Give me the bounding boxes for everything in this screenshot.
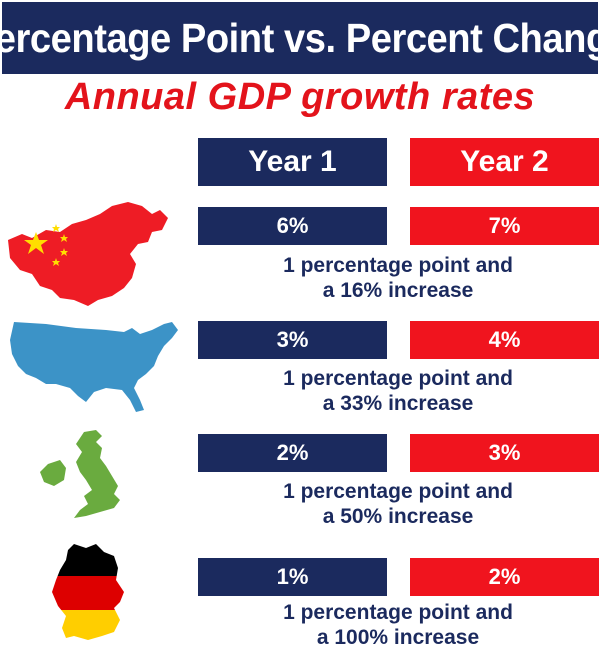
year2-value-usa: 4% — [410, 321, 599, 359]
caption-line2: a 33% increase — [322, 392, 474, 415]
year1-value-germany: 1% — [198, 558, 387, 596]
caption-line1: 1 percentage point and — [283, 601, 513, 624]
china-map-icon — [8, 202, 168, 306]
year2-header: Year 2 — [410, 138, 599, 186]
year1-value-usa: 3% — [198, 321, 387, 359]
caption-line2: a 100% increase — [316, 626, 480, 649]
caption-line2: a 16% increase — [322, 279, 474, 302]
usa-map-icon — [10, 322, 178, 412]
caption-line1: 1 percentage point and — [283, 367, 513, 390]
uk-map-icon — [40, 430, 120, 518]
year2-value-uk: 3% — [410, 434, 599, 472]
year1-header: Year 1 — [198, 138, 387, 186]
caption-china: 1 percentage point and a 16% increase — [198, 253, 598, 303]
caption-line1: 1 percentage point and — [283, 254, 513, 277]
caption-uk: 1 percentage point and a 50% increase — [198, 479, 598, 529]
caption-germany: 1 percentage point and a 100% increase — [198, 600, 598, 650]
page-title: Percentage Point vs. Percent Change — [0, 14, 600, 61]
year2-value-germany: 2% — [410, 558, 599, 596]
caption-line2: a 50% increase — [322, 505, 474, 528]
year1-value-china: 6% — [198, 207, 387, 245]
subtitle: Annual GDP growth rates — [64, 76, 536, 118]
year1-value-uk: 2% — [198, 434, 387, 472]
title-banner: Percentage Point vs. Percent Change — [0, 2, 600, 74]
caption-usa: 1 percentage point and a 33% increase — [198, 366, 598, 416]
year2-value-china: 7% — [410, 207, 599, 245]
germany-map-icon — [52, 544, 124, 640]
caption-line1: 1 percentage point and — [283, 480, 513, 503]
